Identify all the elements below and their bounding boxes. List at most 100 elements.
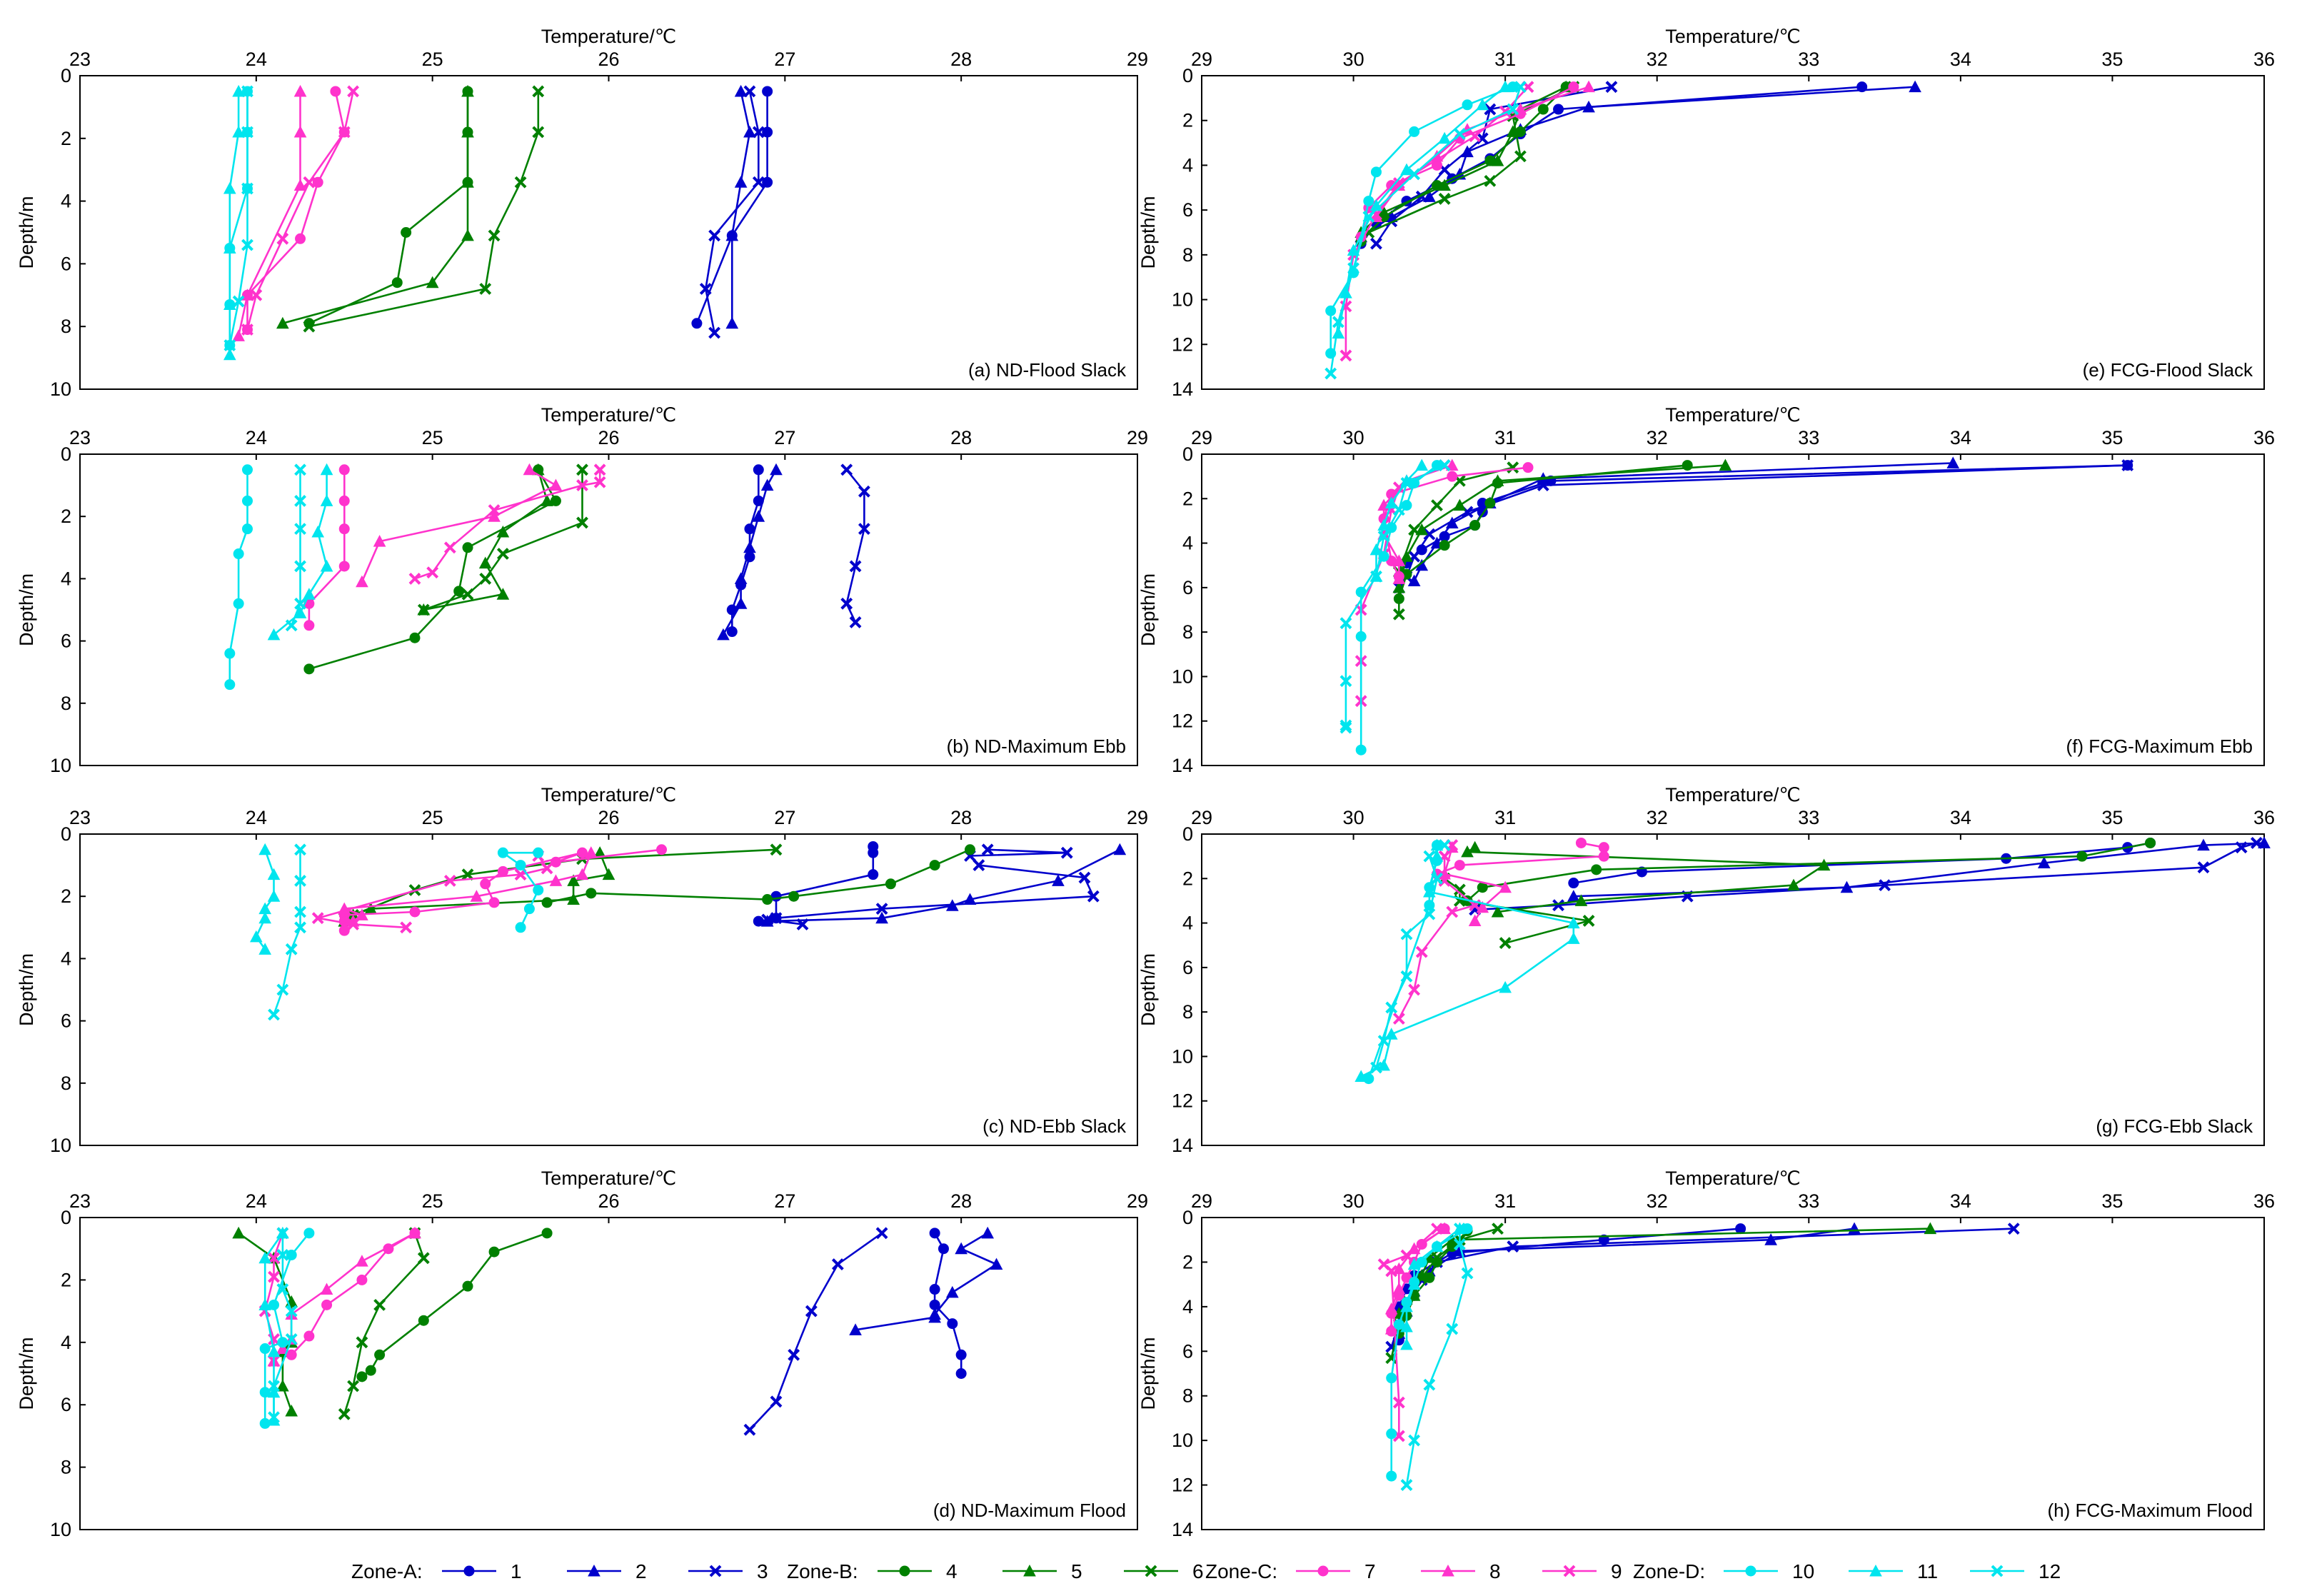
series-line-6 (308, 91, 540, 328)
data-point-9 (1340, 349, 1352, 362)
x-tick-label: 34 (1950, 807, 1971, 828)
data-point-7 (338, 495, 350, 506)
panel-c: 23 24 25 26 27 28 290246810Temperature/℃Depth/… (16, 784, 1148, 1156)
y-tick-label: 6 (1182, 199, 1193, 221)
data-point-3 (2235, 841, 2248, 854)
x-tick-label: 29 (1191, 49, 1212, 70)
data-point-9 (593, 463, 606, 476)
x-tick-label: 29 (1191, 1190, 1212, 1212)
x-tick-label: 28 (950, 1190, 972, 1212)
data-point-12 (1332, 316, 1344, 328)
data-point-10 (224, 679, 236, 691)
data-point-5 (1438, 179, 1451, 191)
data-point-12 (1423, 850, 1436, 863)
x-tick-label: 35 (2101, 807, 2123, 828)
data-point-11 (320, 494, 333, 506)
data-point-12 (1340, 675, 1352, 688)
y-tick-label: 8 (61, 316, 71, 337)
data-point-6 (1392, 608, 1405, 621)
legend-marker-7 (1317, 1565, 1329, 1577)
data-point-12 (285, 1333, 298, 1345)
data-point-7 (656, 844, 668, 855)
data-point-10 (233, 548, 244, 560)
data-point-2 (2197, 838, 2210, 851)
data-point-7 (1454, 860, 1465, 871)
data-point-9 (1392, 1013, 1405, 1025)
x-tick-label: 34 (1950, 1190, 1971, 1212)
data-point-6 (338, 1407, 351, 1420)
data-point-12 (276, 983, 289, 996)
data-point-4 (462, 1280, 473, 1292)
x-axis-title: Temperature/℃ (541, 404, 676, 426)
data-point-6 (1507, 461, 1519, 474)
y-tick-label: 4 (61, 948, 71, 969)
data-point-7 (488, 897, 500, 908)
x-tick-label: 28 (950, 427, 972, 448)
data-point-12 (294, 597, 306, 610)
data-point-11 (1423, 885, 1436, 898)
data-point-6 (532, 126, 545, 139)
data-point-11 (1400, 1337, 1413, 1350)
data-point-5 (1491, 474, 1504, 486)
data-point-2 (2037, 856, 2051, 868)
x-tick-label: 29 (1127, 49, 1148, 70)
data-point-10 (1355, 631, 1367, 642)
data-point-8 (549, 478, 563, 491)
y-tick-label: 2 (1182, 110, 1193, 131)
data-point-12 (294, 921, 306, 934)
data-point-8 (356, 575, 368, 588)
data-point-6 (1408, 523, 1421, 536)
x-tick-label: 29 (1127, 807, 1148, 828)
series-group (232, 1226, 1003, 1436)
y-tick-label: 0 (61, 823, 71, 845)
data-point-2 (760, 478, 774, 491)
data-point-3 (761, 913, 774, 926)
data-point-8 (276, 1342, 289, 1355)
data-point-12 (1453, 1238, 1466, 1250)
data-point-9 (311, 912, 324, 925)
data-point-9 (1446, 905, 1459, 918)
data-point-3 (770, 912, 783, 925)
data-point-7 (1522, 462, 1534, 473)
data-point-3 (1370, 237, 1382, 250)
data-point-6 (1431, 1251, 1443, 1264)
data-point-8 (1392, 1282, 1406, 1295)
data-point-11 (1567, 916, 1580, 929)
data-point-11 (1476, 98, 1489, 111)
data-point-5 (1574, 894, 1588, 906)
data-point-12 (294, 905, 306, 918)
data-point-12 (1377, 1035, 1390, 1048)
data-point-12 (1400, 477, 1413, 489)
data-point-12 (285, 1305, 298, 1318)
data-point-12 (241, 126, 253, 139)
legend-zone-label: Zone-C: (1205, 1560, 1277, 1582)
data-point-11 (258, 943, 272, 955)
panel-label: (f) FCG-Maximum Ebb (2066, 736, 2253, 757)
data-point-7 (303, 1330, 315, 1342)
data-point-4 (550, 495, 561, 506)
x-tick-label: 27 (774, 1190, 795, 1212)
data-point-2 (770, 463, 783, 476)
y-tick-label: 14 (1172, 1519, 1193, 1540)
data-point-1 (955, 1368, 967, 1379)
legend-marker-5 (1023, 1564, 1036, 1577)
data-point-3 (1552, 899, 1564, 912)
data-point-3 (788, 1348, 800, 1361)
data-point-6 (1438, 193, 1451, 205)
data-point-12 (232, 295, 245, 308)
data-point-3 (849, 560, 862, 573)
data-point-11 (223, 348, 236, 361)
data-point-4 (541, 1228, 553, 1239)
x-tick-label: 35 (2101, 427, 2123, 448)
data-point-7 (356, 1274, 368, 1285)
y-tick-label: 0 (61, 65, 71, 86)
data-point-3 (840, 463, 853, 476)
y-tick-label: 0 (61, 443, 71, 465)
data-point-4 (401, 227, 412, 238)
y-tick-label: 10 (50, 378, 71, 400)
legend-marker-9 (1563, 1565, 1576, 1577)
data-point-3 (1060, 846, 1073, 859)
y-tick-label: 8 (1182, 1385, 1193, 1407)
x-tick-label: 29 (1191, 807, 1212, 828)
data-point-10 (241, 495, 253, 506)
